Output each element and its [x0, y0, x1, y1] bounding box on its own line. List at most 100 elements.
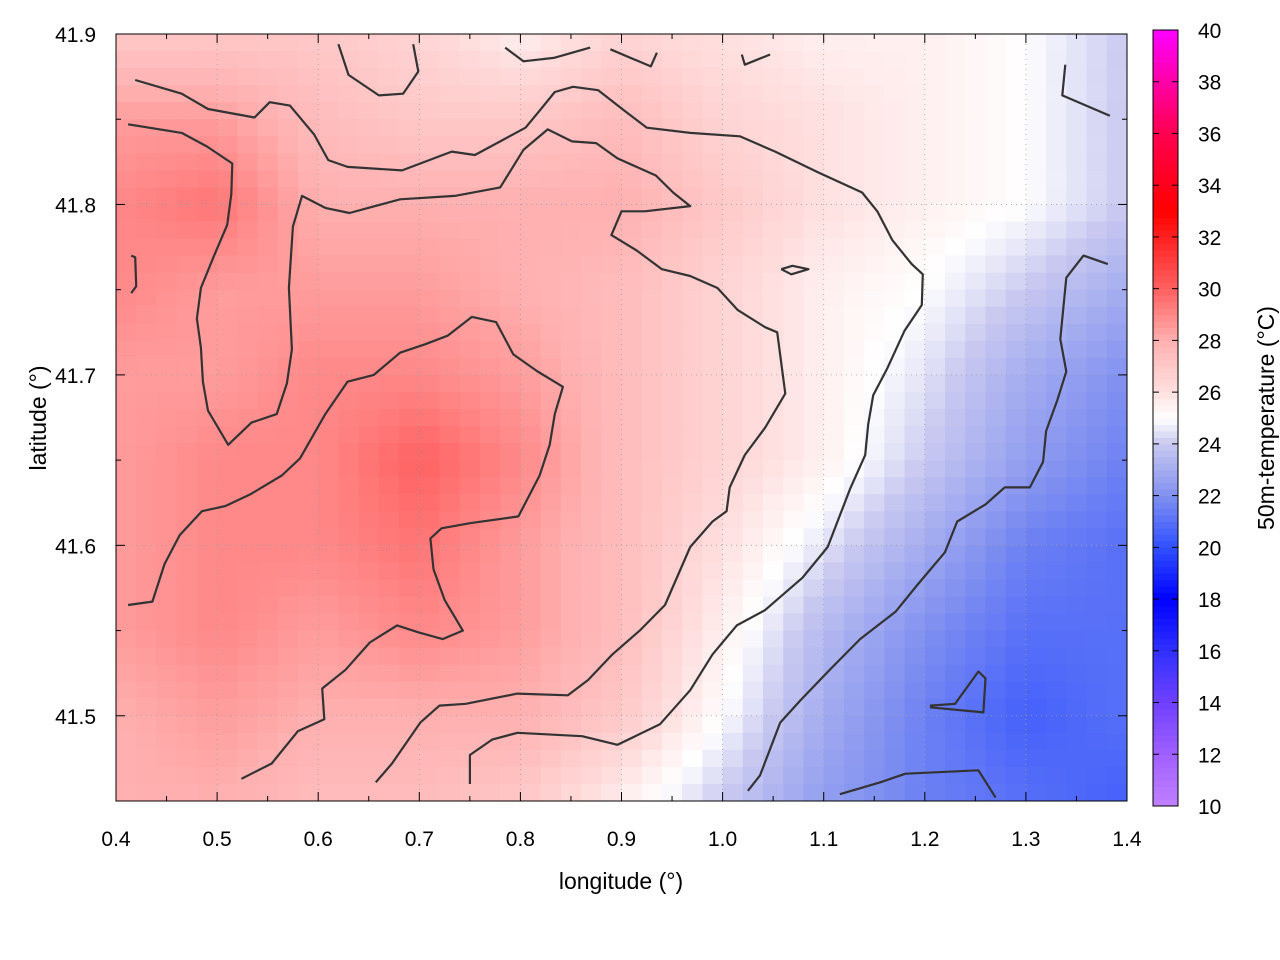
- heatmap-cell: [176, 630, 198, 649]
- heatmap-cell: [1005, 511, 1027, 529]
- heatmap-cell: [1046, 664, 1067, 683]
- heatmap-cell: [1046, 443, 1067, 461]
- heatmap-cell: [1066, 715, 1088, 734]
- heatmap-cell: [702, 272, 724, 291]
- heatmap-cell: [318, 323, 340, 342]
- heatmap-cell: [621, 664, 643, 683]
- heatmap-cell: [965, 613, 987, 632]
- heatmap-cell: [520, 374, 542, 393]
- heatmap-cell: [1086, 85, 1108, 103]
- heatmap-cell: [702, 715, 724, 734]
- heatmap-cell: [843, 664, 865, 683]
- heatmap-cell: [297, 289, 319, 308]
- heatmap-cell: [945, 391, 966, 410]
- heatmap-cell: [945, 323, 966, 342]
- heatmap-cell: [257, 545, 279, 563]
- heatmap-cell: [459, 596, 481, 615]
- heatmap-cell: [358, 715, 380, 734]
- heatmap-cell: [419, 732, 441, 751]
- heatmap-cell: [661, 238, 683, 257]
- heatmap-cell: [601, 153, 623, 171]
- heatmap-cell: [419, 136, 441, 154]
- heatmap-cell: [136, 85, 158, 103]
- heatmap-cell: [1086, 340, 1108, 359]
- heatmap-cell: [1106, 238, 1127, 257]
- heatmap-cell: [601, 715, 623, 734]
- y-tick-label: 41.5: [55, 706, 96, 729]
- heatmap-cell: [419, 426, 441, 444]
- heatmap-cell: [661, 732, 683, 751]
- heatmap-cell: [277, 596, 299, 615]
- colorbar-segment: [1153, 786, 1178, 794]
- heatmap-cell: [358, 119, 380, 137]
- heatmap-cell: [297, 477, 319, 495]
- heatmap-cell: [318, 255, 340, 274]
- heatmap-cell: [520, 783, 542, 801]
- heatmap-cell: [884, 596, 906, 615]
- heatmap-cell: [823, 374, 845, 393]
- heatmap-cell: [358, 732, 380, 751]
- heatmap-cell: [924, 391, 946, 410]
- heatmap-cell: [196, 153, 218, 171]
- heatmap-cell: [965, 374, 987, 393]
- colorbar-segment: [1153, 321, 1178, 328]
- heatmap-cell: [136, 477, 158, 495]
- heatmap-cell: [783, 357, 805, 376]
- heatmap-cell: [581, 68, 602, 86]
- heatmap-cell: [520, 85, 542, 103]
- heatmap-cell: [277, 102, 299, 120]
- colorbar-segment: [1153, 624, 1178, 632]
- heatmap-cell: [1025, 119, 1047, 137]
- heatmap-cell: [1005, 102, 1027, 120]
- heatmap-cell: [641, 749, 663, 768]
- heatmap-cell: [297, 647, 319, 666]
- heatmap-cell: [297, 85, 319, 103]
- heatmap-cell: [459, 562, 481, 581]
- heatmap-cell: [237, 34, 259, 52]
- heatmap-cell: [763, 715, 784, 734]
- heatmap-cell: [560, 340, 582, 359]
- heatmap-cell: [378, 749, 400, 768]
- heatmap-cell: [945, 562, 966, 581]
- heatmap-cell: [843, 238, 865, 257]
- heatmap-cell: [864, 511, 885, 529]
- heatmap-cell: [439, 579, 461, 598]
- heatmap-cell: [419, 357, 441, 376]
- heatmap-cell: [116, 681, 137, 700]
- heatmap-cell: [581, 664, 602, 683]
- heatmap-cell: [560, 545, 582, 563]
- heatmap-cell: [1025, 51, 1047, 69]
- heatmap-cell: [1025, 443, 1047, 461]
- heatmap-cell: [1066, 340, 1088, 359]
- heatmap-cell: [479, 187, 501, 206]
- heatmap-cell: [338, 119, 360, 137]
- heatmap-cell: [985, 68, 1007, 86]
- heatmap-cell: [540, 323, 562, 342]
- heatmap-cell: [479, 528, 501, 546]
- heatmap-cell: [884, 443, 906, 461]
- heatmap-cell: [843, 153, 865, 171]
- heatmap-cell: [945, 647, 966, 666]
- heatmap-cell: [722, 153, 744, 171]
- heatmap-cell: [581, 187, 602, 206]
- heatmap-cell: [1005, 579, 1027, 598]
- heatmap-cell: [924, 68, 946, 86]
- heatmap-cell: [763, 698, 784, 717]
- heatmap-cell: [156, 460, 178, 478]
- heatmap-cell: [803, 323, 825, 342]
- heatmap-cell: [904, 698, 926, 717]
- heatmap-cell: [924, 766, 946, 785]
- heatmap-cell: [439, 715, 461, 734]
- heatmap-cell: [621, 272, 643, 291]
- heatmap-cell: [378, 426, 400, 444]
- heatmap-cell: [318, 596, 340, 615]
- heatmap-cell: [479, 596, 501, 615]
- heatmap-cell: [621, 715, 643, 734]
- heatmap-cell: [136, 511, 158, 529]
- heatmap-cell: [237, 204, 259, 223]
- heatmap-cell: [1046, 153, 1067, 171]
- heatmap-cell: [682, 374, 703, 393]
- heatmap-cell: [621, 289, 643, 308]
- heatmap-cell: [1066, 494, 1088, 512]
- heatmap-cell: [985, 664, 1007, 683]
